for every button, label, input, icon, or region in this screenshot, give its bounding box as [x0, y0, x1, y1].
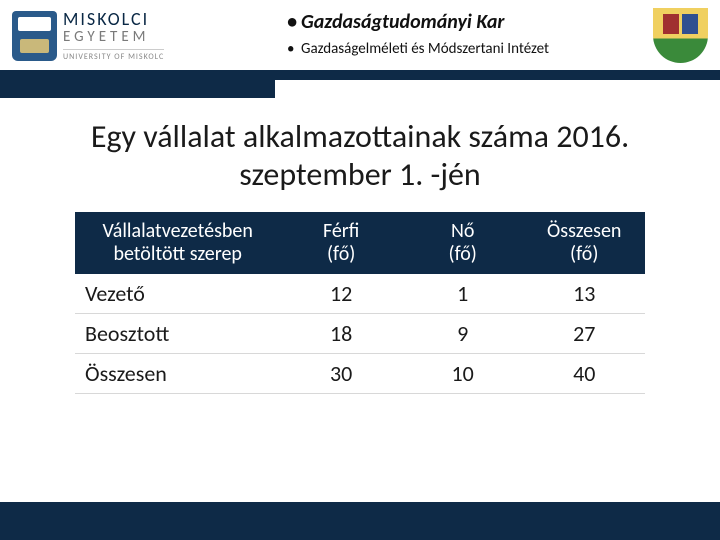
col-role-l2: betöltött szerep [113, 242, 241, 266]
table-header-row: Vállalatvezetésbenbetöltött szerep Férfi… [75, 212, 645, 274]
cell-total: 27 [523, 314, 645, 354]
institute-name-text: Gazdaságelméleti és Módszertani Intézet [301, 40, 549, 58]
cell-male: 12 [280, 274, 402, 314]
col-male: Férfi(fő) [280, 212, 402, 274]
university-text: MISKOLCI EGYETEM UNIVERSITY OF MISKOLC [63, 10, 164, 61]
header-bullets: •Gazdaságtudományi Kar •Gazdaságelméleti… [267, 8, 645, 58]
cell-role: Vezető [75, 274, 280, 314]
brand-bar-thick [0, 70, 275, 98]
col-female-l2: (fő) [449, 242, 477, 266]
university-english: UNIVERSITY OF MISKOLC [63, 49, 164, 61]
col-female-l1: Nő [451, 219, 474, 243]
university-logo: MISKOLCI EGYETEM UNIVERSITY OF MISKOLC [12, 8, 267, 63]
cell-total: 13 [523, 274, 645, 314]
cell-total: 40 [523, 354, 645, 394]
col-role-l1: Vállalatvezetésben [103, 219, 253, 243]
cell-female: 1 [402, 274, 524, 314]
cell-female: 10 [402, 354, 524, 394]
faculty-name-text: Gazdaságtudományi Kar [301, 10, 504, 34]
cell-role: Beosztott [75, 314, 280, 354]
col-male-l2: (fő) [327, 242, 355, 266]
col-male-l1: Férfi [323, 219, 359, 243]
cell-male: 30 [280, 354, 402, 394]
footer-bar [0, 502, 720, 540]
cell-male: 18 [280, 314, 402, 354]
col-role: Vállalatvezetésbenbetöltött szerep [75, 212, 280, 274]
page-title: Egy vállalat alkalmazottainak száma 2016… [0, 118, 720, 195]
university-emblem-icon [12, 11, 57, 61]
table-row: Vezető 12 1 13 [75, 274, 645, 314]
col-total: Összesen(fő) [523, 212, 645, 274]
cell-female: 9 [402, 314, 524, 354]
institute-name: •Gazdaságelméleti és Módszertani Intézet [287, 40, 645, 58]
city-crest-icon [653, 8, 708, 63]
header: MISKOLCI EGYETEM UNIVERSITY OF MISKOLC •… [0, 0, 720, 70]
university-name: MISKOLCI [63, 10, 164, 28]
university-subname: EGYETEM [63, 30, 164, 45]
table-row: Beosztott 18 9 27 [75, 314, 645, 354]
data-table: Vállalatvezetésbenbetöltött szerep Férfi… [75, 212, 645, 394]
table-row: Összesen 30 10 40 [75, 354, 645, 394]
col-total-l2: (fő) [570, 242, 598, 266]
faculty-name: •Gazdaságtudományi Kar [287, 10, 645, 34]
col-female: Nő(fő) [402, 212, 524, 274]
brand-bar-thin [275, 70, 720, 80]
col-total-l1: Összesen [547, 219, 621, 243]
cell-role: Összesen [75, 354, 280, 394]
